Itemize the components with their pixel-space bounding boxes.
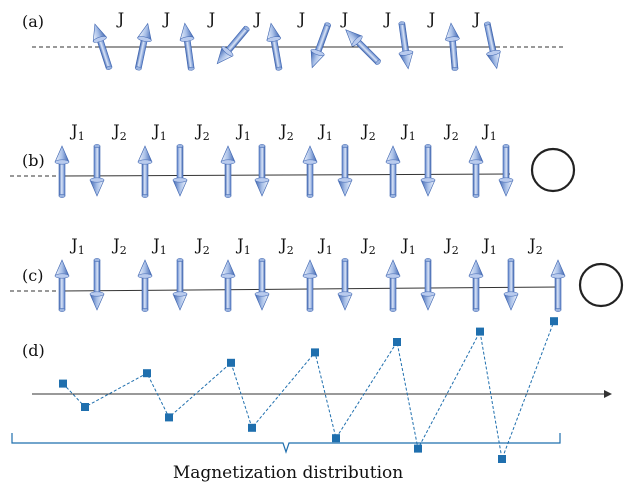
spin-b-2 — [89, 144, 105, 197]
spin-c-1 — [54, 259, 70, 312]
magnetization-point-9 — [393, 338, 401, 346]
magnetization-point-11 — [476, 327, 484, 336]
spin-a-3 — [179, 22, 195, 71]
coupling-label: J2 — [111, 235, 126, 257]
magnetization-point-2 — [81, 403, 89, 411]
coupling-label: J2 — [111, 121, 126, 143]
magnetization-point-7 — [311, 348, 319, 357]
coupling-label: J1 — [400, 235, 415, 257]
magnetization-point-8 — [332, 434, 340, 443]
panel-label-c: (c) — [22, 266, 43, 285]
chain-b-baseline — [10, 173, 511, 177]
spin-c-9 — [385, 259, 401, 312]
magnetization-point-13 — [550, 317, 558, 326]
coupling-label: J — [116, 9, 124, 28]
coupling-label: J — [162, 9, 170, 28]
spin-a-7 — [345, 29, 381, 65]
spin-c-2 — [89, 258, 105, 311]
spin-b-12 — [498, 144, 514, 197]
spin-a-9 — [445, 22, 460, 71]
spin-b-10 — [420, 144, 436, 197]
coupling-label: J2 — [443, 121, 458, 143]
coupling-label: J2 — [278, 121, 293, 143]
magnetization-axis — [32, 390, 612, 398]
coupling-label: J1 — [481, 235, 496, 257]
spin-a-2 — [134, 22, 152, 71]
spin-c-4 — [172, 258, 188, 311]
chain-c-spins — [54, 258, 566, 312]
magnetization-point-6 — [248, 423, 256, 432]
spin-b-9 — [385, 145, 401, 198]
spin-b-1 — [54, 145, 70, 198]
spin-c-11 — [468, 259, 484, 312]
coupling-label: J1 — [317, 121, 332, 143]
coupling-label: J1 — [151, 235, 166, 257]
spin-b-4 — [172, 144, 188, 197]
coupling-label: J2 — [527, 235, 542, 257]
chain-c-couplings: J1 J2 J1 J2 J1 J2 J1 J2 J1 J2 J1 J2 — [69, 235, 542, 257]
spin-b-3 — [137, 145, 153, 198]
brace — [11, 433, 561, 454]
coupling-label: J — [207, 9, 215, 28]
coupling-label: J2 — [360, 235, 375, 257]
chain-b-spins — [54, 144, 514, 198]
spin-b-11 — [468, 145, 484, 198]
spin-c-10 — [420, 258, 436, 311]
coupling-label: J — [472, 9, 480, 28]
spin-c-3 — [137, 259, 153, 312]
spin-a-10 — [483, 21, 501, 70]
magnetization-point-4 — [165, 413, 173, 422]
magnetization-point-12 — [498, 455, 506, 463]
spin-c-6 — [254, 258, 270, 311]
magnetization-line — [62, 321, 555, 461]
spin-c-8 — [337, 258, 353, 311]
coupling-label: J — [253, 9, 261, 28]
spin-a-8 — [398, 21, 414, 70]
panel-label-a: (a) — [22, 12, 44, 31]
spin-c-7 — [302, 259, 318, 312]
coupling-label: J — [383, 9, 391, 28]
coupling-label: J1 — [69, 121, 84, 143]
panel-label-b: (b) — [22, 151, 45, 170]
chain-b-couplings: J1 J2 J1 J2 J1 J2 J1 J2 J1 J2 J1 — [69, 121, 496, 143]
coupling-label: J — [297, 9, 305, 28]
spin-a-6 — [310, 22, 332, 69]
panel-label-d: (d) — [22, 341, 45, 360]
vacancy-circle-c — [578, 262, 624, 308]
spin-c-12 — [503, 258, 519, 311]
coupling-label: J2 — [194, 235, 209, 257]
coupling-label: J2 — [360, 121, 375, 143]
magnetization-points — [59, 317, 558, 463]
coupling-label: J1 — [151, 121, 166, 143]
magnetization-point-5 — [227, 358, 235, 367]
coupling-label: J1 — [69, 235, 84, 257]
coupling-label: J2 — [194, 121, 209, 143]
spin-a-5 — [266, 22, 283, 71]
spin-a-4 — [216, 25, 250, 65]
coupling-label: J1 — [400, 121, 415, 143]
coupling-label: J1 — [317, 235, 332, 257]
spin-b-6 — [254, 144, 270, 197]
vacancy-circle-b — [530, 147, 576, 193]
spin-a-1 — [92, 23, 113, 70]
coupling-label: J1 — [235, 121, 250, 143]
coupling-label: J — [340, 9, 348, 28]
chain-a-spins — [92, 21, 501, 71]
magnetization-point-3 — [143, 369, 151, 378]
magnetization-point-1 — [59, 379, 67, 388]
coupling-label: J1 — [235, 235, 250, 257]
coupling-label: J1 — [481, 121, 496, 143]
spin-b-8 — [337, 144, 353, 197]
caption: Magnetization distribution — [173, 463, 403, 483]
spin-c-5 — [220, 259, 236, 312]
coupling-label: J — [427, 9, 435, 28]
spin-c-13 — [550, 259, 566, 312]
spin-b-7 — [302, 145, 318, 198]
coupling-label: J2 — [443, 235, 458, 257]
coupling-label: J2 — [278, 235, 293, 257]
magnetization-point-10 — [414, 444, 422, 453]
spin-b-5 — [220, 145, 236, 198]
